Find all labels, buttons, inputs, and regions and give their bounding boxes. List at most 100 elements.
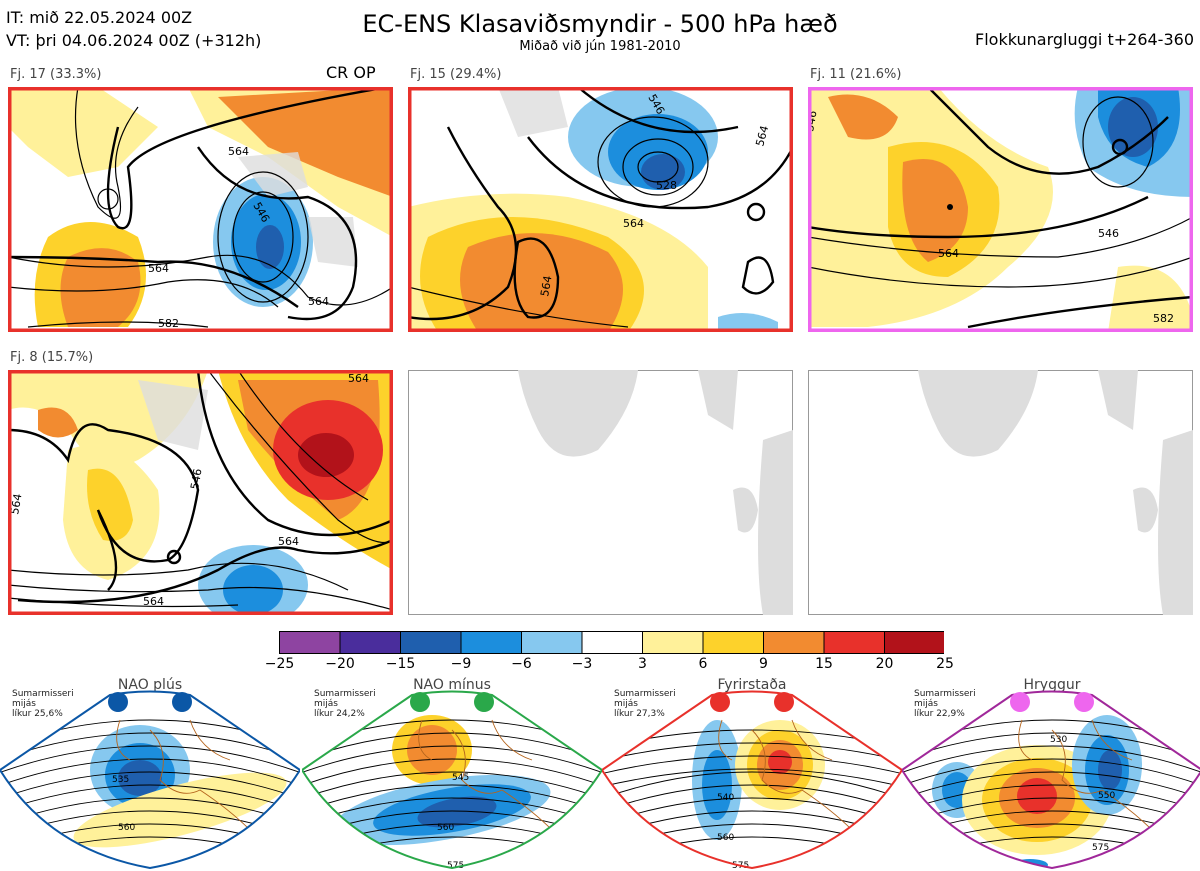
coastline	[1018, 719, 1153, 831]
regime-title: NAO plús	[117, 677, 183, 693]
regime-info-line: líkur 22,9%	[914, 709, 965, 719]
regime-info-line: líkur 24,2%	[314, 709, 365, 719]
colorbar-tick-label: 9	[759, 656, 768, 672]
colorbar-tick-label: 3	[638, 656, 647, 672]
contour-label: 564	[938, 247, 959, 260]
colorbar-tick-label: −25	[264, 656, 295, 672]
contour-label: 546	[1098, 227, 1119, 240]
panel-border	[8, 87, 393, 332]
colorbar-tick-label: −9	[450, 656, 472, 672]
regime-info-line: mijás	[12, 699, 36, 709]
colorbar-swatch	[279, 631, 341, 654]
regime-info-line: Sumarmisseri	[914, 689, 976, 699]
colorbar-tick-label: 6	[698, 656, 708, 672]
colorbar-swatch	[400, 631, 462, 654]
height-contour	[0, 784, 300, 816]
height-contour	[602, 784, 902, 816]
contour-label: 564	[308, 295, 329, 308]
anomaly-blob	[702, 750, 732, 820]
regime-marker-dot	[172, 692, 192, 712]
regime-title: NAO mínus	[413, 677, 491, 693]
contour-label: 546	[808, 110, 820, 133]
regime-contour-label: 550	[1098, 791, 1115, 801]
regime-contour-label: 575	[447, 861, 464, 870]
colorbar-tick-label: −3	[571, 656, 593, 672]
height-contour	[302, 758, 602, 790]
height-contour	[902, 745, 1200, 777]
height-contour	[902, 732, 1200, 764]
height-contour	[302, 745, 602, 777]
regime-info: Sumarmisseri mijás líkur 24,2%	[314, 689, 376, 719]
cluster-map-2: 564 528 564 546 564	[408, 87, 793, 332]
colorbar	[279, 631, 944, 654]
height-contour	[902, 771, 1200, 803]
regime-contour-label: 545	[452, 773, 469, 783]
regime-info-line: mijás	[314, 699, 338, 709]
contour-label: 564	[278, 535, 299, 548]
contour-label: 582	[1153, 312, 1174, 325]
regime-map: 530 550 575	[902, 690, 1200, 870]
contour-label: 564	[348, 372, 369, 385]
cluster-map-3: 564 546 546 582	[808, 87, 1193, 332]
regime-outline	[902, 690, 1200, 870]
window-label: Flokkunargluggi t+264-360	[975, 30, 1194, 49]
regime-contour-label: 540	[717, 793, 734, 803]
regime-marker-dot	[710, 692, 730, 712]
height-contour	[302, 771, 602, 803]
regime-map: 545 560 575	[302, 690, 602, 870]
colorbar-swatch	[521, 631, 583, 654]
height-contour	[602, 755, 902, 777]
anomaly-blob	[1098, 750, 1122, 790]
cluster-label: Fj. 15 (29.4%)	[410, 67, 502, 82]
valid-time: VT: þri 04.06.2024 00Z (+312h)	[6, 31, 262, 50]
colorbar-swatch	[702, 631, 764, 654]
cluster-label: Fj. 8 (15.7%)	[10, 350, 94, 365]
colorbar-tick-label: −20	[325, 656, 355, 672]
cluster-label: Fj. 11 (21.6%)	[810, 67, 902, 82]
colorbar-swatch	[339, 631, 401, 654]
contour-label: 564	[143, 595, 164, 608]
panel-border	[808, 87, 1193, 332]
regime-marker-dot	[774, 692, 794, 712]
page-title: EC-ENS Klasaviðsmyndir - 500 hPa hæð	[362, 10, 838, 38]
regime-outline	[602, 690, 902, 870]
regime-info-line: líkur 25,6%	[12, 709, 63, 719]
colorbar-swatch	[581, 631, 643, 654]
cluster-label: Fj. 17 (33.3%)	[10, 67, 102, 82]
colorbar-tick-label: −6	[511, 656, 532, 672]
regime-contour-label: 560	[437, 823, 454, 833]
height-contour	[302, 732, 602, 764]
contour-label: 582	[158, 317, 179, 330]
height-contour	[602, 742, 902, 764]
panel-border	[8, 370, 393, 615]
regime-info: Sumarmisseri mijás líkur 25,6%	[12, 689, 74, 719]
contour-label: 528	[656, 179, 677, 192]
contour-label: 564	[538, 275, 554, 298]
empty-map-panel	[808, 370, 1193, 615]
height-contour	[0, 771, 300, 803]
cluster-map-4: 564 564 564 546 564	[8, 370, 393, 615]
contour-label: 564	[8, 493, 24, 516]
regime-info-line: líkur 27,3%	[614, 709, 665, 719]
regime-contour-label: 560	[118, 823, 135, 833]
colorbar-swatch	[642, 631, 704, 654]
regime-map: 535 560	[0, 690, 300, 870]
colorbar-tick-label: 15	[815, 656, 833, 672]
anomaly-blob	[417, 796, 497, 828]
coastline	[718, 719, 853, 831]
regime-outline	[302, 690, 602, 870]
regime-marker-dot	[410, 692, 430, 712]
height-contour	[302, 784, 602, 816]
init-time: IT: mið 22.05.2024 00Z	[6, 8, 193, 27]
regime-contour-label: 530	[1050, 735, 1067, 745]
anomaly-blob	[1017, 778, 1057, 814]
anomaly-blob	[407, 725, 457, 775]
height-contour	[902, 784, 1200, 816]
height-contour	[602, 768, 902, 790]
colorbar-tick-label: −15	[385, 656, 416, 672]
regime-info-line: mijás	[914, 699, 938, 709]
regime-contour-label: 575	[1092, 843, 1109, 853]
regime-marker-dot	[1010, 692, 1030, 712]
height-contour	[0, 758, 300, 790]
